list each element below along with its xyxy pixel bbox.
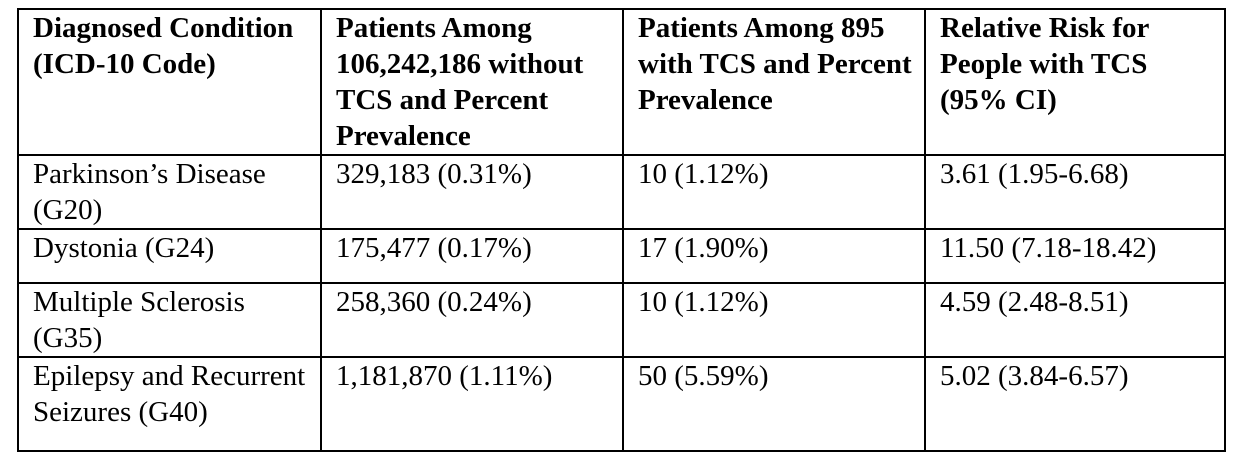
header-patients-without-tcs: Patients Among 106,242,186 without TCS a…: [320, 8, 624, 156]
cell-condition: Dystonia (G24): [17, 228, 322, 284]
data-table: Diagnosed Condition (ICD-10 Code) Patien…: [17, 8, 1226, 452]
cell-without-tcs: 329,183 (0.31%): [320, 154, 624, 230]
cell-with-tcs: 10 (1.12%): [622, 154, 926, 230]
cell-relative-risk: 11.50 (7.18-18.42): [924, 228, 1226, 284]
table-row: Multiple Sclerosis (G35) 258,360 (0.24%)…: [17, 282, 1226, 358]
cell-relative-risk: 4.59 (2.48-8.51): [924, 282, 1226, 358]
table-row: Epilepsy and Recurrent Seizures (G40) 1,…: [17, 356, 1226, 452]
header-patients-with-tcs: Patients Among 895 with TCS and Percent …: [622, 8, 926, 156]
header-diagnosed-condition: Diagnosed Condition (ICD-10 Code): [17, 8, 322, 156]
cell-with-tcs: 10 (1.12%): [622, 282, 926, 358]
cell-without-tcs: 175,477 (0.17%): [320, 228, 624, 284]
cell-relative-risk: 5.02 (3.84-6.57): [924, 356, 1226, 452]
table-row: Dystonia (G24) 175,477 (0.17%) 17 (1.90%…: [17, 228, 1226, 284]
cell-without-tcs: 1,181,870 (1.11%): [320, 356, 624, 452]
cell-without-tcs: 258,360 (0.24%): [320, 282, 624, 358]
cell-with-tcs: 17 (1.90%): [622, 228, 926, 284]
cell-condition: Parkinson’s Disease (G20): [17, 154, 322, 230]
cell-condition: Epilepsy and Recurrent Seizures (G40): [17, 356, 322, 452]
table-row: Parkinson’s Disease (G20) 329,183 (0.31%…: [17, 154, 1226, 230]
cell-condition: Multiple Sclerosis (G35): [17, 282, 322, 358]
header-relative-risk: Relative Risk for People with TCS (95% C…: [924, 8, 1226, 156]
cell-with-tcs: 50 (5.59%): [622, 356, 926, 452]
header-row: Diagnosed Condition (ICD-10 Code) Patien…: [17, 8, 1226, 156]
cell-relative-risk: 3.61 (1.95-6.68): [924, 154, 1226, 230]
